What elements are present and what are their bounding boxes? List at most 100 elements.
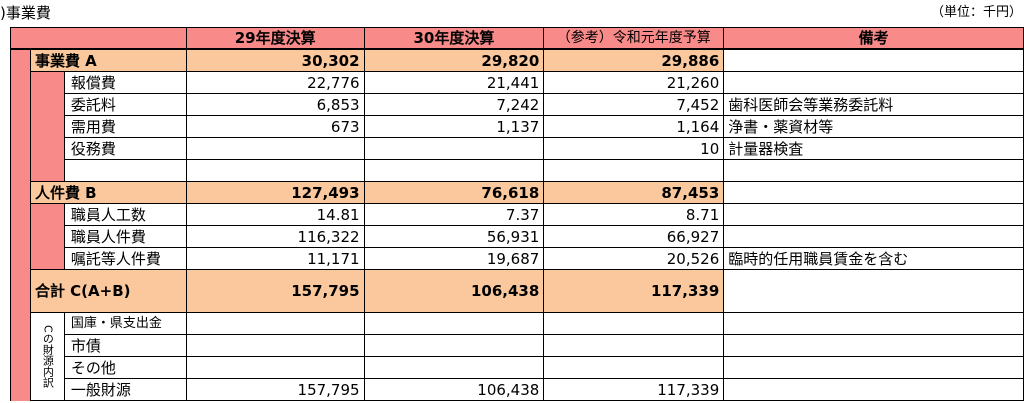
cell-v29: [185, 137, 365, 160]
cell-v29: 30,302: [185, 48, 365, 72]
cell-v01: 8.71: [543, 203, 725, 226]
cell-note: 歯科医師会等業務委託料: [723, 93, 1024, 116]
table-row: 職員人工数 14.81 7.37 8.71: [11, 203, 1024, 270]
cell-v30: 29,820: [363, 48, 545, 72]
cell-v30: 106,438: [363, 269, 545, 313]
header-fy29: 29年度決算: [185, 27, 365, 50]
business-expense-table: 29年度決算 30年度決算 （参考）令和元年度予算 備考 事業費 A 30,30…: [10, 27, 1024, 401]
row-label: 報償費: [63, 71, 187, 94]
header-fy30: 30年度決算: [363, 27, 545, 50]
table-row: 一般財源 157,795 106,438 117,339: [11, 378, 1024, 401]
row-label: 国庫・県支出金: [63, 312, 187, 335]
cell-v01: [543, 334, 725, 357]
cell-note: [723, 203, 1024, 226]
table-row: 報償費 22,776 21,441 21,260: [11, 71, 1024, 182]
cell-note: 浄書・薬資材等: [723, 115, 1024, 138]
cell-v30: [363, 334, 545, 357]
cell-v29: 673: [185, 115, 365, 138]
cell-v29: 22,776: [185, 71, 365, 94]
cell-note: [723, 71, 1024, 94]
table-row: Cの財源内訳 国庫・県支出金: [11, 312, 1024, 401]
cell-v01: 87,453: [543, 181, 725, 204]
row-label: 需用費: [63, 115, 187, 138]
cell-v01: [543, 312, 725, 335]
table-row: 嘱託等人件費 11,171 19,687 20,526 臨時的任用職員賃金を含む: [11, 247, 1024, 270]
cell-v30: 19,687: [363, 247, 545, 270]
cell-note: [723, 225, 1024, 248]
header-blank: [10, 27, 187, 50]
cell-v29: 6,853: [185, 93, 365, 116]
row-label: [63, 159, 187, 182]
cell-note: 臨時的任用職員賃金を含む: [723, 247, 1024, 270]
table-row: 事業費 A 30,302 29,820 29,886: [10, 48, 1024, 401]
cell-note: [723, 356, 1024, 379]
row-label: 人件費 B: [29, 181, 187, 204]
table-row: 委託料 6,853 7,242 7,452 歯科医師会等業務委託料: [11, 93, 1024, 116]
row-label: 事業費 A: [29, 48, 187, 72]
cell-v30: [363, 356, 545, 379]
cell-v30: 56,931: [363, 225, 545, 248]
cell-v29: [185, 159, 365, 182]
cell-v01: 21,260: [543, 71, 725, 94]
cell-v29: 157,795: [185, 378, 365, 401]
header-notes: 備考: [723, 27, 1024, 50]
header-r01: （参考）令和元年度予算: [543, 27, 725, 50]
row-label: 職員人工数: [63, 203, 187, 226]
table-caption-title: )事業費: [0, 4, 51, 22]
cell-v29: 14.81: [185, 203, 365, 226]
table-row: 合計 C(A+B) 157,795 106,438 117,339: [11, 269, 1024, 313]
cell-v01: 117,339: [543, 378, 725, 401]
unit-label: （単位：千円）: [930, 5, 1022, 20]
cell-v29: 116,322: [185, 225, 365, 248]
cell-v01: 29,886: [543, 48, 725, 72]
cell-v01: 1,164: [543, 115, 725, 138]
cell-v01: 7,452: [543, 93, 725, 116]
cell-v29: 157,795: [185, 269, 365, 313]
cell-v29: 127,493: [185, 181, 365, 204]
left-side-band: [10, 49, 31, 401]
table-row: その他: [11, 356, 1024, 379]
cell-v29: [185, 356, 365, 379]
cell-note: [723, 378, 1024, 401]
personnel-side-band: [29, 203, 65, 270]
row-label: 合計 C(A+B): [29, 269, 187, 313]
row-label: その他: [63, 356, 187, 379]
cell-v30: 7.37: [363, 203, 545, 226]
cell-v29: [185, 334, 365, 357]
table-row: 人件費 B 127,493 76,618 87,453: [11, 181, 1024, 204]
cell-note: [723, 181, 1024, 204]
cell-v30: [363, 159, 545, 182]
table-row: 需用費 673 1,137 1,164 浄書・薬資材等: [11, 115, 1024, 138]
cell-v29: [185, 312, 365, 335]
row-label: 委託料: [63, 93, 187, 116]
table-row: 役務費 10 計量器検査: [11, 137, 1024, 160]
cell-note: [723, 312, 1024, 335]
cell-v30: 7,242: [363, 93, 545, 116]
row-label: 市債: [63, 334, 187, 357]
table-row: 職員人件費 116,322 56,931 66,927: [11, 225, 1024, 248]
row-label: 役務費: [63, 137, 187, 160]
cell-v30: 76,618: [363, 181, 545, 204]
cell-note: [723, 48, 1024, 72]
business-side-band: [29, 71, 65, 182]
cell-v01: 66,927: [543, 225, 725, 248]
cell-v01: 10: [543, 137, 725, 160]
cell-note: [723, 334, 1024, 357]
row-label: 嘱託等人件費: [63, 247, 187, 270]
row-label: 一般財源: [63, 378, 187, 401]
cell-v30: [363, 137, 545, 160]
cell-v01: 20,526: [543, 247, 725, 270]
cell-v01: [543, 159, 725, 182]
cell-v30: 106,438: [363, 378, 545, 401]
cell-note: 計量器検査: [723, 137, 1024, 160]
cell-v30: [363, 312, 545, 335]
funding-side-label: Cの財源内訳: [29, 312, 65, 401]
cell-v30: 21,441: [363, 71, 545, 94]
cell-v29: 11,171: [185, 247, 365, 270]
row-label: 職員人件費: [63, 225, 187, 248]
cell-v30: 1,137: [363, 115, 545, 138]
cell-v01: 117,339: [543, 269, 725, 313]
cell-note: [723, 269, 1024, 313]
cell-note: [723, 159, 1024, 182]
cell-v01: [543, 356, 725, 379]
